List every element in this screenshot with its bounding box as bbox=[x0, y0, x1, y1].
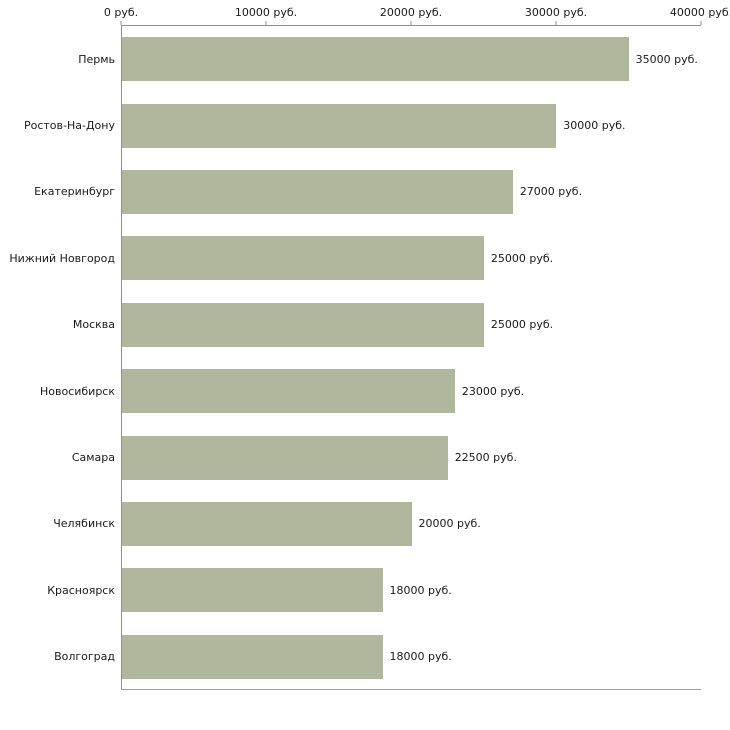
bar-row: Самара 22500 руб. bbox=[72, 424, 701, 490]
bar bbox=[122, 369, 455, 414]
x-axis-tick-label: 40000 руб. bbox=[669, 6, 730, 19]
x-axis-tick-mark bbox=[410, 21, 412, 25]
value-label: 25000 руб. bbox=[490, 251, 554, 265]
bar-row: Москва 25000 руб. bbox=[73, 292, 701, 358]
category-label: Новосибирск bbox=[39, 384, 115, 398]
category-label: Волгоград bbox=[54, 650, 115, 664]
category-label: Самара bbox=[71, 451, 115, 465]
category-label: Ростов-На-Дону bbox=[23, 119, 115, 133]
value-label: 30000 руб. bbox=[563, 119, 626, 133]
bar bbox=[122, 236, 484, 281]
x-axis-tick-mark bbox=[265, 21, 267, 25]
value-label: 22500 руб. bbox=[454, 451, 517, 465]
bar bbox=[122, 169, 513, 214]
value-label: 20000 руб. bbox=[418, 517, 481, 531]
bar-row: Челябинск 20000 руб. bbox=[53, 491, 701, 557]
bar bbox=[122, 435, 448, 480]
value-label: 23000 руб. bbox=[461, 384, 525, 398]
bar bbox=[122, 302, 484, 347]
plot-area: Пермь 35000 руб. Ростов-На-Дону 30000 руб. Е… bbox=[9, 25, 701, 690]
x-axis-ticks: 0 руб. 10000 руб. 20000 руб. 30000 руб. 4000… bbox=[104, 0, 730, 25]
x-axis-tick-label: 20000 руб. bbox=[379, 6, 443, 19]
value-label: 25000 руб. bbox=[490, 318, 554, 332]
value-label: 27000 руб. bbox=[519, 185, 583, 199]
category-label: Челябинск bbox=[53, 517, 115, 531]
value-label: 35000 руб. bbox=[635, 52, 698, 66]
category-label: Екатеринбург bbox=[34, 185, 115, 199]
category-label: Москва bbox=[72, 318, 115, 332]
category-label: Нижний Новгород bbox=[9, 251, 115, 265]
bar-row: Нижний Новгород 25000 руб. bbox=[9, 225, 701, 291]
bar bbox=[122, 634, 383, 679]
bar-row: Екатеринбург 27000 руб. bbox=[34, 159, 701, 225]
bar-row: Ростов-На-Дону 30000 руб. bbox=[24, 92, 701, 158]
value-label: 18000 руб. bbox=[389, 583, 452, 597]
x-axis-tick-label: 30000 руб. bbox=[524, 6, 588, 19]
bar bbox=[122, 501, 412, 546]
x-axis-tick-label: 0 руб. bbox=[103, 6, 139, 19]
x-axis-tick-mark bbox=[700, 21, 702, 25]
category-label: Красноярск bbox=[47, 583, 115, 597]
bar bbox=[122, 568, 383, 613]
x-axis-tick-mark bbox=[120, 21, 122, 25]
value-label: 18000 руб. bbox=[389, 650, 452, 664]
bar bbox=[122, 103, 557, 148]
category-label: Пермь bbox=[78, 52, 115, 66]
x-axis-tick-mark bbox=[555, 21, 557, 25]
x-axis-tick-label: 10000 руб. bbox=[234, 6, 298, 19]
bar bbox=[122, 37, 629, 82]
bar-row: Пермь 35000 руб. bbox=[78, 26, 701, 92]
bar-row: Волгоград 18000 руб. bbox=[54, 624, 701, 690]
bar-row: Красноярск 18000 руб. bbox=[47, 557, 701, 623]
bar-row: Новосибирск 23000 руб. bbox=[40, 358, 701, 424]
